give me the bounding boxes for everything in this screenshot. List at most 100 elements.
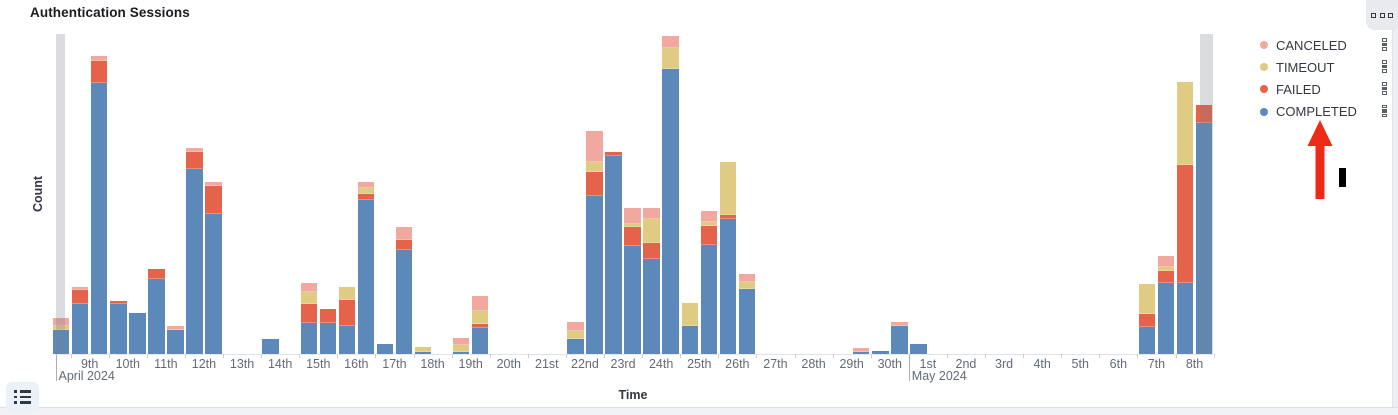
bar-apr-15-am[interactable] [300,282,317,354]
bar-segment-completed[interactable] [129,312,146,354]
bar-segment-failed[interactable] [1138,313,1156,327]
bar-segment-completed[interactable] [852,351,870,354]
bar-segment-failed[interactable] [319,308,337,323]
bar-segment-completed[interactable] [681,325,698,354]
bar-segment-completed[interactable] [338,325,356,354]
bar-segment-failed[interactable] [586,171,603,196]
bar-apr-14-am[interactable] [262,338,279,354]
bar-segment-canceled[interactable] [205,181,222,186]
bar-segment-failed[interactable] [624,226,641,246]
bar-segment-timeout[interactable] [300,291,317,304]
legend-item-canceled[interactable]: CANCELED [1254,35,1395,55]
bar-segment-completed[interactable] [1176,282,1194,354]
bar-segment-completed[interactable] [624,245,641,354]
bar-segment-completed[interactable] [71,303,89,354]
bar-segment-failed[interactable] [338,299,356,326]
bar-segment-failed[interactable] [357,193,375,200]
bar-segment-completed[interactable] [205,213,222,354]
legend-toggle-button[interactable] [6,382,39,412]
bar-segment-canceled[interactable] [567,321,584,331]
bar-segment-canceled[interactable] [586,130,603,162]
bar-apr-30-pm[interactable] [891,321,908,354]
bar-apr-9-am[interactable] [71,286,89,354]
bar-segment-failed[interactable] [186,151,203,169]
bar-segment-completed[interactable] [395,249,413,354]
bar-segment-failed[interactable] [471,323,489,328]
bar-apr-11-am[interactable] [148,268,165,354]
bar-segment-timeout[interactable] [643,218,660,243]
legend-item-failed[interactable]: FAILED [1254,79,1395,99]
bar-segment-canceled[interactable] [300,282,317,292]
bar-apr-25-am[interactable] [681,302,698,354]
bar-segment-failed[interactable] [700,225,718,245]
bar-segment-completed[interactable] [586,195,603,354]
bar-segment-completed[interactable] [719,218,737,354]
bar-segment-completed[interactable] [1195,122,1213,354]
bar-apr-10-pm[interactable] [129,312,146,354]
bar-segment-canceled[interactable] [167,325,184,330]
bar-segment-canceled[interactable] [1157,255,1175,267]
bar-may-7-pm[interactable] [1157,255,1175,354]
bar-segment-completed[interactable] [90,82,108,354]
legend-options-icon[interactable] [1382,82,1387,95]
bar-apr-26-pm[interactable] [738,273,756,354]
bar-segment-completed[interactable] [167,329,184,354]
bar-segment-failed[interactable] [643,242,660,259]
bar-apr-24-am[interactable] [643,207,660,354]
bar-apr-8-pm[interactable] [52,317,70,354]
bar-segment-completed[interactable] [471,327,489,354]
bar-segment-timeout[interactable] [414,346,432,352]
bar-segment-completed[interactable] [376,343,394,354]
bar-may-1-am[interactable] [910,343,927,354]
bar-apr-19-pm[interactable] [471,295,489,354]
bar-segment-timeout[interactable] [624,223,641,227]
bar-segment-completed[interactable] [738,288,756,354]
bar-segment-timeout[interactable] [1157,266,1175,271]
bar-segment-completed[interactable] [605,155,622,354]
bar-segment-timeout[interactable] [700,221,718,226]
bar-segment-failed[interactable] [1157,270,1175,283]
legend-options-icon[interactable] [1382,104,1387,118]
bar-segment-failed[interactable] [719,214,737,219]
bar-segment-completed[interactable] [52,329,70,354]
bar-segment-timeout[interactable] [452,344,470,352]
scrollbar-track[interactable] [1392,0,1398,408]
bar-segment-failed[interactable] [205,185,222,214]
bar-apr-22-pm[interactable] [586,130,603,354]
bar-segment-canceled[interactable] [90,55,108,61]
bar-segment-completed[interactable] [1138,326,1156,354]
bar-segment-completed[interactable] [567,338,584,354]
bar-segment-timeout[interactable] [662,47,679,69]
bar-apr-17-pm[interactable] [395,226,413,354]
bar-segment-timeout[interactable] [738,281,756,289]
legend-item-completed[interactable]: COMPLETED [1254,102,1395,122]
bar-apr-30-am[interactable] [872,350,889,354]
legend-options-icon[interactable] [1382,60,1387,73]
bar-segment-canceled[interactable] [52,317,70,326]
bar-may-7-am[interactable] [1138,283,1156,354]
bar-apr-23-pm[interactable] [624,207,641,354]
bar-segment-completed[interactable] [700,244,718,354]
bar-segment-timeout[interactable] [357,187,375,194]
bar-segment-canceled[interactable] [738,273,756,282]
bar-apr-9-pm[interactable] [90,55,108,354]
bar-apr-22-am[interactable] [567,321,584,354]
bar-may-8-pm[interactable] [1195,104,1213,354]
bar-segment-timeout[interactable] [338,286,356,300]
bar-segment-timeout[interactable] [471,310,489,324]
legend-item-timeout[interactable]: TIMEOUT [1254,57,1395,77]
bar-apr-17-am[interactable] [376,343,394,354]
bar-segment-failed[interactable] [395,239,413,250]
bar-apr-15-pm[interactable] [319,308,337,354]
bar-apr-10-am[interactable] [110,300,127,354]
bar-segment-timeout[interactable] [567,330,584,339]
bar-segment-completed[interactable] [319,322,337,354]
bar-segment-timeout[interactable] [52,325,70,330]
bar-segment-failed[interactable] [605,151,622,156]
bar-segment-failed[interactable] [1195,104,1213,123]
bar-segment-completed[interactable] [643,258,660,354]
bar-apr-18-am[interactable] [414,346,432,354]
legend-options-icon[interactable] [1382,38,1387,51]
bar-apr-26-am[interactable] [719,161,737,354]
bar-segment-canceled[interactable] [852,347,870,352]
